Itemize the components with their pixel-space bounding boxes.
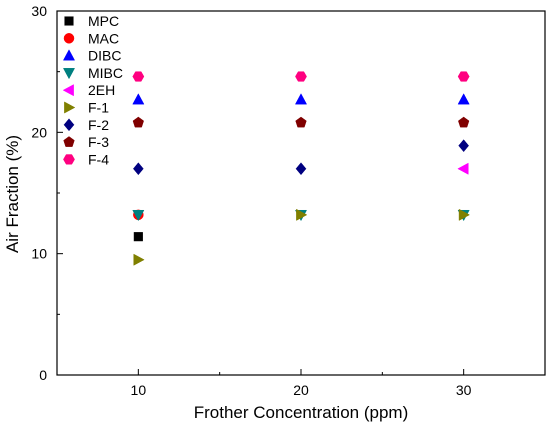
data-point-dibc xyxy=(132,93,145,105)
legend-marker-f-2 xyxy=(63,118,75,132)
y-tick-label: 30 xyxy=(31,3,47,19)
legend-label-mpc: MPC xyxy=(88,13,119,29)
data-point-f-1 xyxy=(458,208,470,221)
y-tick-label: 10 xyxy=(31,246,47,262)
data-point-f-3 xyxy=(458,116,470,128)
data-point-f-4 xyxy=(295,71,307,82)
x-tick-label: 20 xyxy=(293,382,309,398)
x-tick-label: 10 xyxy=(131,382,147,398)
data-point-mibc xyxy=(132,209,145,222)
data-point-2eh xyxy=(457,162,469,175)
legend-label-f-1: F-1 xyxy=(88,100,109,116)
data-point-f-4 xyxy=(132,71,145,82)
legend-marker-dibc xyxy=(62,49,76,61)
legend-label-2eh: 2EH xyxy=(88,82,115,98)
legend-marker-f-1 xyxy=(64,101,76,114)
data-markers xyxy=(132,71,470,266)
y-tick-label: 20 xyxy=(31,124,47,140)
data-point-dibc xyxy=(294,93,308,105)
legend-marker-mac xyxy=(63,33,75,44)
data-point-dibc xyxy=(457,93,470,105)
data-point-f-2 xyxy=(458,139,469,153)
y-axis-title: Air Fraction (%) xyxy=(3,135,22,253)
axis-ticks xyxy=(57,10,465,376)
data-point-f-4 xyxy=(457,71,470,82)
axis-tick-labels: 10 20 30 0 10 20 30 xyxy=(31,3,471,398)
data-point-f-2 xyxy=(295,162,307,176)
data-point-f-3 xyxy=(132,116,144,128)
legend-marker-f-4 xyxy=(63,154,75,165)
legend-label-f-3: F-3 xyxy=(88,134,109,150)
legend-label-f-4: F-4 xyxy=(88,151,109,167)
plot-border xyxy=(56,10,546,376)
legend-label-mibc: MIBC xyxy=(88,65,123,81)
legend-label-dibc: DIBC xyxy=(88,48,121,64)
x-axis-title: Frother Concentration (ppm) xyxy=(194,403,408,422)
x-tick-label: 30 xyxy=(456,382,472,398)
plot-area xyxy=(56,10,546,376)
legend-marker-f-3 xyxy=(63,136,75,147)
legend-marker-2eh xyxy=(62,84,74,97)
legend-marker-mibc xyxy=(62,68,76,80)
legend-label-f-2: F-2 xyxy=(88,117,109,133)
data-point-f-2 xyxy=(133,162,144,176)
legend-label-mac: MAC xyxy=(88,30,119,46)
data-point-f-1 xyxy=(133,253,145,266)
data-point-f-1 xyxy=(296,208,308,221)
legend-marker-mpc xyxy=(64,16,74,26)
data-point-mpc xyxy=(133,232,143,242)
y-tick-label: 0 xyxy=(39,367,47,383)
data-point-f-3 xyxy=(295,116,307,128)
